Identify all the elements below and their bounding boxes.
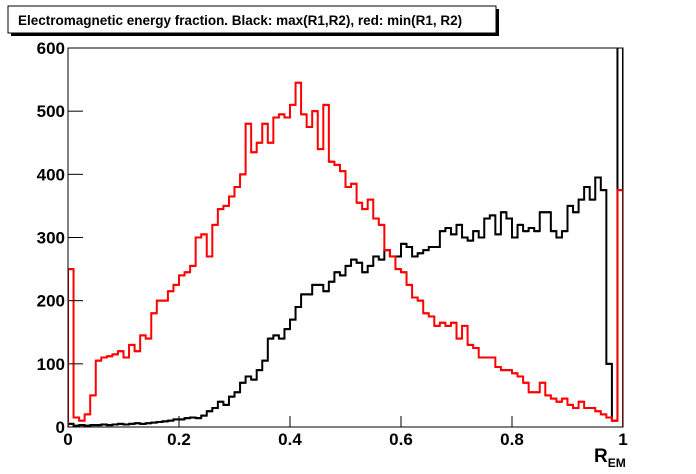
step-outline [68,81,623,427]
y-tick-label: 300 [37,229,65,248]
y-tick-label: 600 [37,39,65,58]
title-box [7,5,497,34]
x-axis-label-main: R [594,446,608,467]
x-tick-label: 0 [63,430,72,449]
x-axis-label-sub: EM [608,456,626,470]
plot-area [68,48,623,427]
y-tick-label: 200 [37,292,65,311]
x-tick-label: 0.2 [167,430,191,449]
x-tick-label: 0.8 [500,430,524,449]
x-axis-label: REM [594,446,626,470]
x-tick-label: 1 [618,430,627,449]
y-tick-label: 400 [37,165,65,184]
x-tick-label: 0.6 [389,430,413,449]
y-tick-label: 0 [56,418,65,437]
frame [67,47,624,428]
y-tick-label: 100 [37,355,65,374]
y-tick-label: 500 [37,102,65,121]
chart-title: Electromagnetic energy fraction. Black: … [18,13,462,28]
x-tick-label: 0.4 [278,430,302,449]
step-outline [68,48,623,427]
